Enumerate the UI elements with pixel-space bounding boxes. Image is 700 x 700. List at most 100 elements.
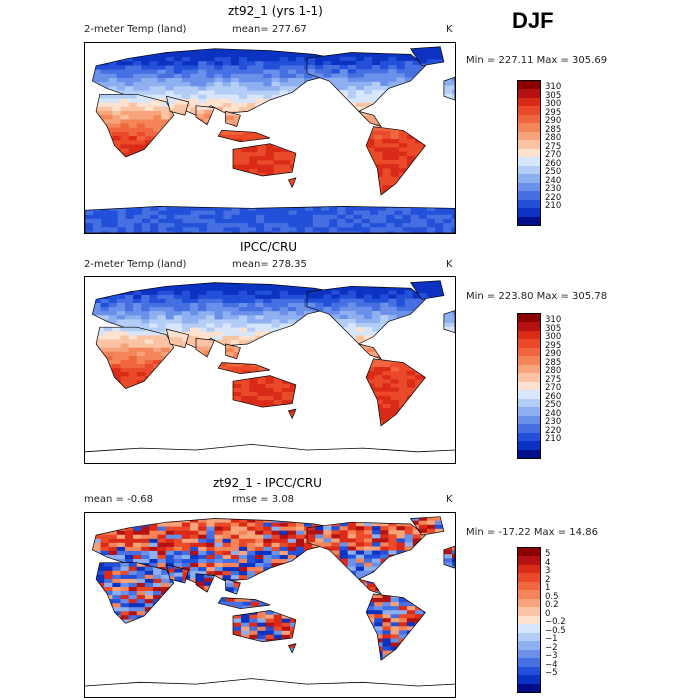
colorbar-swatch xyxy=(518,314,540,323)
coastline xyxy=(287,643,297,654)
coastline xyxy=(217,362,271,375)
colorbar-swatch xyxy=(518,148,540,158)
colorbar-swatch xyxy=(518,208,540,218)
variable-label: 2-meter Temp (land) xyxy=(84,24,187,35)
coastline xyxy=(95,326,175,390)
antarctica-coastline xyxy=(85,678,455,687)
colorbar-swatch xyxy=(518,131,540,141)
colorbar-swatch xyxy=(518,322,540,332)
colorbar-label: −1 xyxy=(545,634,558,645)
panel-title: IPCC/CRU xyxy=(240,240,298,254)
colorbar-swatch xyxy=(518,598,540,608)
coastline xyxy=(306,285,426,345)
colorbar-swatch xyxy=(518,658,540,668)
colorbar-swatch xyxy=(518,548,540,557)
colorbar-label: 300 xyxy=(545,99,562,110)
antarctica-coastline xyxy=(85,443,455,453)
coastline xyxy=(365,126,426,196)
colorbar-label: 290 xyxy=(545,116,562,127)
colorbar-swatch xyxy=(518,590,540,600)
colorbar-swatch xyxy=(518,564,540,574)
colorbar-label: 0.2 xyxy=(545,600,559,611)
colorbar-swatch xyxy=(518,373,540,383)
colorbar-swatch xyxy=(518,114,540,124)
colorbar-swatch xyxy=(518,581,540,591)
region-africa xyxy=(96,562,174,624)
colorbar-label: 285 xyxy=(545,124,562,135)
colorbar-label: 0.5 xyxy=(545,591,559,602)
colorbar-label: −5 xyxy=(545,668,558,679)
colorbar-swatch xyxy=(518,424,540,434)
colorbar xyxy=(517,313,541,459)
coastline xyxy=(409,46,445,67)
colorbar-label: −2 xyxy=(545,642,558,653)
colorbar-label: 275 xyxy=(545,374,562,385)
colorbar-label: 295 xyxy=(545,107,562,118)
colorbar-swatch xyxy=(518,123,540,133)
colorbar-label: 250 xyxy=(545,400,562,411)
colorbar-label: 290 xyxy=(545,349,562,360)
region-europe_east xyxy=(443,546,455,569)
coastline xyxy=(306,52,426,112)
coastline xyxy=(195,105,216,126)
colorbar xyxy=(517,80,541,226)
colorbar-swatch xyxy=(518,89,540,99)
region-samerica xyxy=(366,358,426,426)
colorbar-swatch xyxy=(518,615,540,625)
colorbar-label: −0.5 xyxy=(545,625,566,636)
region-africa xyxy=(96,94,174,157)
coastline xyxy=(357,343,382,360)
coastline xyxy=(95,562,175,624)
colorbar-label: 280 xyxy=(545,366,562,377)
colorbar-label: 5 xyxy=(545,549,551,560)
region-nz xyxy=(288,409,296,419)
mean-label: mean= 277.67 xyxy=(232,24,307,35)
colorbar-swatch xyxy=(518,347,540,357)
units-label: K xyxy=(446,24,453,35)
colorbar-label: 230 xyxy=(545,184,562,195)
colorbar-swatch xyxy=(518,140,540,150)
coastline xyxy=(365,593,426,661)
coastline xyxy=(95,93,175,158)
region-australia xyxy=(233,610,296,642)
coastline xyxy=(195,338,216,358)
map-obs xyxy=(84,276,456,464)
colorbar-label: 2 xyxy=(545,574,551,585)
colorbar-label: 3 xyxy=(545,566,551,577)
region-seasia xyxy=(225,111,241,127)
coastline xyxy=(232,610,297,643)
coastline xyxy=(232,375,297,408)
colorbar-swatch xyxy=(518,641,540,651)
coastline xyxy=(287,177,297,189)
coastline xyxy=(225,343,241,360)
colorbar-label: 300 xyxy=(545,332,562,343)
colorbar-swatch xyxy=(518,199,540,209)
colorbar-label: 220 xyxy=(545,192,562,203)
colorbar-label: 270 xyxy=(545,383,562,394)
colorbar-label: 270 xyxy=(545,150,562,161)
region-nz xyxy=(288,177,296,188)
colorbar-swatch xyxy=(518,174,540,184)
region-antarctica xyxy=(85,206,455,233)
map-model xyxy=(84,42,456,234)
panel-title: zt92_1 (yrs 1-1) xyxy=(228,4,323,18)
colorbar-swatch xyxy=(518,97,540,107)
colorbar-swatch xyxy=(518,398,540,408)
colorbar-swatch xyxy=(518,356,540,366)
colorbar-label: 210 xyxy=(545,201,562,212)
colorbar-label: −3 xyxy=(545,651,558,662)
colorbar-swatch xyxy=(518,339,540,349)
colorbar-label: 260 xyxy=(545,391,562,402)
coastline xyxy=(287,408,297,420)
colorbar-label: 260 xyxy=(545,158,562,169)
colorbar-label: 240 xyxy=(545,408,562,419)
region-europe_east xyxy=(443,77,455,100)
colorbar-swatch xyxy=(518,182,540,192)
colorbar-swatch xyxy=(518,441,540,451)
colorbar-swatch xyxy=(518,449,540,459)
colorbar-swatch xyxy=(518,390,540,400)
colorbar-label: 210 xyxy=(545,434,562,445)
colorbar-label: 1 xyxy=(545,583,551,594)
colorbar-label: 220 xyxy=(545,425,562,436)
colorbar-swatch xyxy=(518,165,540,175)
